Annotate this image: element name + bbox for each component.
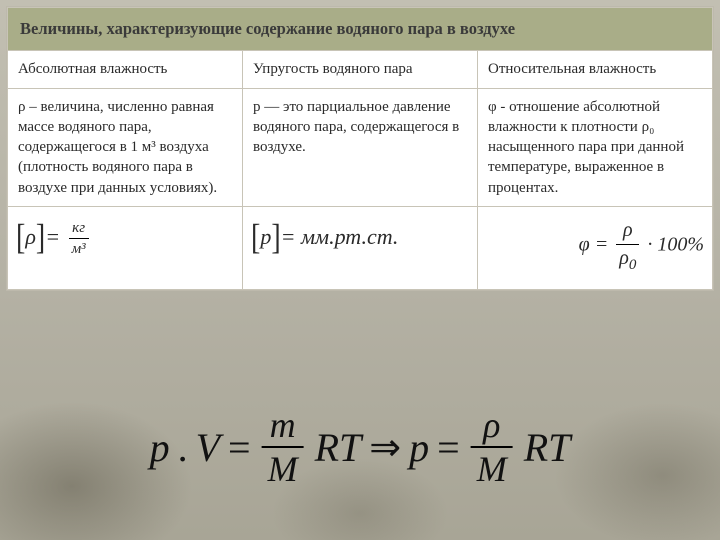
bracket-right: ] <box>36 213 45 262</box>
fraction-m-over-M: m M <box>262 404 304 490</box>
rt-term: RT <box>524 424 571 471</box>
definition-row: ρ – величина, численно равная массе водя… <box>8 88 713 206</box>
bracket-left: [ <box>16 213 25 262</box>
formula-p-units: [p]= мм.рт.ст. <box>243 206 478 289</box>
rho-denominator: м³ <box>69 239 89 259</box>
header-row: Абсолютная влажность Упругость водяного … <box>8 51 713 88</box>
table: Величины, характеризующие содержание вод… <box>7 7 713 290</box>
denominator-M: M <box>262 448 304 490</box>
equals: = <box>595 233 609 255</box>
equals: = <box>281 224 296 249</box>
implies-arrow: ⇒ <box>369 425 401 470</box>
formula-rho-units: [ρ]= кг м³ <box>8 206 243 289</box>
header-relative-humidity: Относительная влажность <box>478 51 713 88</box>
phi-numerator: ρ <box>616 217 639 245</box>
equals: = <box>45 224 60 249</box>
numerator-m: m <box>262 404 304 448</box>
rho-numerator: кг <box>69 218 89 239</box>
formula-phi: φ = ρ ρ0 · 100% <box>478 206 713 289</box>
rho-fraction: кг м³ <box>69 218 89 260</box>
phi-symbol: φ <box>579 233 590 255</box>
dot: . <box>178 424 188 471</box>
def-absolute-humidity: ρ – величина, численно равная массе водя… <box>8 88 243 206</box>
p-var: p <box>409 424 429 471</box>
def-vapor-pressure: p — это парциальное давление водяного па… <box>243 88 478 206</box>
header-absolute-humidity: Абсолютная влажность <box>8 51 243 88</box>
phi-percent: · 100% <box>647 233 704 255</box>
numerator-rho: ρ <box>471 404 513 448</box>
ideal-gas-derivation: p.V = m M RT ⇒ p = ρ M RT <box>150 404 571 490</box>
p-var: p <box>150 424 170 471</box>
p-symbol: p <box>260 224 271 249</box>
p-unit-mmhg: мм.рт.ст. <box>301 224 398 249</box>
equals: = <box>228 424 251 471</box>
bracket-right: ] <box>271 213 280 262</box>
v-var: V <box>196 424 220 471</box>
table-title: Величины, характеризующие содержание вод… <box>8 8 713 51</box>
denominator-M: M <box>471 448 513 490</box>
rt-term: RT <box>315 424 362 471</box>
title-row: Величины, характеризующие содержание вод… <box>8 8 713 51</box>
def-relative-humidity: φ - отношение абсолютной влажности к пло… <box>478 88 713 206</box>
rho-symbol: ρ <box>25 224 36 249</box>
formula-row: [ρ]= кг м³ [p]= мм.рт.ст. φ = <box>8 206 713 289</box>
bracket-left: [ <box>251 213 260 262</box>
phi-fraction: ρ ρ0 <box>616 217 639 275</box>
physics-table: Величины, характеризующие содержание вод… <box>6 6 714 291</box>
fraction-rho-over-M: ρ M <box>471 404 513 490</box>
phi-denominator: ρ0 <box>616 245 639 275</box>
equals: = <box>437 424 460 471</box>
header-vapor-pressure: Упругость водяного пара <box>243 51 478 88</box>
